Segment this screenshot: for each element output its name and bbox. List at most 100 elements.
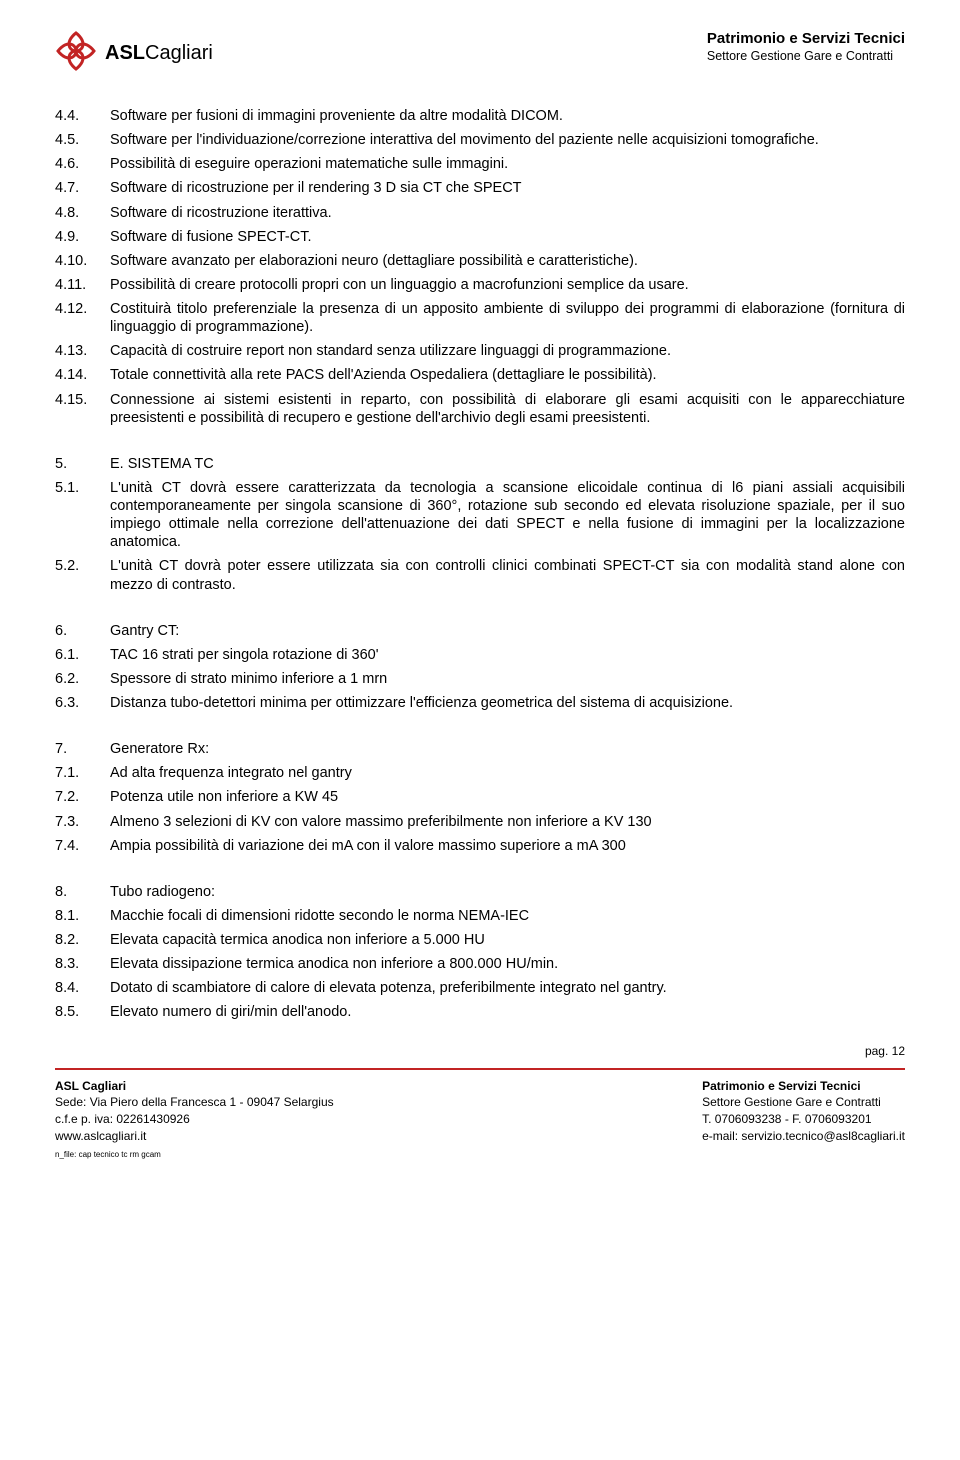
item-num: 4.11. — [55, 276, 110, 294]
item-num: 6.1. — [55, 646, 110, 664]
brand-text: ASLCagliari — [105, 42, 213, 65]
item-num: 8.4. — [55, 979, 110, 997]
list-item: 8.5.Elevato numero di giri/min dell'anod… — [55, 1003, 905, 1021]
item-num: 4.8. — [55, 204, 110, 222]
item-text: L'unità CT dovrà essere caratterizzata d… — [110, 479, 905, 552]
item-num: 8. — [55, 883, 110, 901]
list-item: 8.1.Macchie focali di dimensioni ridotte… — [55, 907, 905, 925]
list-item: 7.Generatore Rx: — [55, 740, 905, 758]
item-num: 4.5. — [55, 131, 110, 149]
item-text: Ad alta frequenza integrato nel gantry — [110, 764, 905, 782]
footer-right-r2: Settore Gestione Gare e Contratti — [702, 1094, 905, 1111]
item-text: Software per l'individuazione/correzione… — [110, 131, 905, 149]
item-text: Possibilità di eseguire operazioni matem… — [110, 155, 905, 173]
item-text: Potenza utile non inferiore a KW 45 — [110, 788, 905, 806]
item-num: 7.3. — [55, 813, 110, 831]
footer-left-l1: ASL Cagliari — [55, 1078, 334, 1095]
footer-left-l4: www.aslcagliari.it — [55, 1128, 334, 1145]
item-num: 4.15. — [55, 391, 110, 427]
item-text: Software di fusione SPECT-CT. — [110, 228, 905, 246]
item-text: Software avanzato per elaborazioni neuro… — [110, 252, 905, 270]
item-num: 4.7. — [55, 179, 110, 197]
item-text: Capacità di costruire report non standar… — [110, 342, 905, 360]
footer-right-r3: T. 0706093238 - F. 0706093201 — [702, 1111, 905, 1128]
list-item: 8.4.Dotato di scambiatore di calore di e… — [55, 979, 905, 997]
list-item: 6.1.TAC 16 strati per singola rotazione … — [55, 646, 905, 664]
content: 4.4.Software per fusioni di immagini pro… — [55, 107, 905, 1022]
item-text: Possibilità di creare protocolli propri … — [110, 276, 905, 294]
item-text: L'unità CT dovrà poter essere utilizzata… — [110, 557, 905, 593]
footer-left-l3: c.f.e p. iva: 02261430926 — [55, 1111, 334, 1128]
item-num: 4.13. — [55, 342, 110, 360]
list-item: 5.E. SISTEMA TC — [55, 455, 905, 473]
item-text: Connessione ai sistemi esistenti in repa… — [110, 391, 905, 427]
header-right-line1: Patrimonio e Servizi Tecnici — [707, 30, 905, 47]
item-text: Dotato di scambiatore di calore di eleva… — [110, 979, 905, 997]
item-text: Distanza tubo-detettori minima per ottim… — [110, 694, 905, 712]
item-num: 8.5. — [55, 1003, 110, 1021]
item-num: 5. — [55, 455, 110, 473]
item-text: Costituirà titolo preferenziale la prese… — [110, 300, 905, 336]
list-item: 4.7.Software di ricostruzione per il ren… — [55, 179, 905, 197]
list-item: 8.3.Elevata dissipazione termica anodica… — [55, 955, 905, 973]
item-num: 6.2. — [55, 670, 110, 688]
item-num: 4.6. — [55, 155, 110, 173]
cross-icon — [55, 30, 97, 77]
item-num: 4.9. — [55, 228, 110, 246]
item-num: 5.2. — [55, 557, 110, 593]
list-item: 6.Gantry CT: — [55, 622, 905, 640]
item-text: E. SISTEMA TC — [110, 455, 905, 473]
list-item: 4.4.Software per fusioni di immagini pro… — [55, 107, 905, 125]
page-footer: ASL Cagliari Sede: Via Piero della Franc… — [55, 1078, 905, 1160]
item-num: 7.4. — [55, 837, 110, 855]
list-item: 4.13.Capacità di costruire report non st… — [55, 342, 905, 360]
item-num: 4.12. — [55, 300, 110, 336]
logo-block: ASLCagliari — [55, 30, 213, 77]
item-text: Tubo radiogeno: — [110, 883, 905, 901]
list-item: 4.9.Software di fusione SPECT-CT. — [55, 228, 905, 246]
item-text: Elevata capacità termica anodica non inf… — [110, 931, 905, 949]
item-text: Almeno 3 selezioni di KV con valore mass… — [110, 813, 905, 831]
item-num: 8.2. — [55, 931, 110, 949]
item-num: 6. — [55, 622, 110, 640]
list-item: 4.15.Connessione ai sistemi esistenti in… — [55, 391, 905, 427]
item-text: Generatore Rx: — [110, 740, 905, 758]
item-text: Ampia possibilità di variazione dei mA c… — [110, 837, 905, 855]
item-text: Macchie focali di dimensioni ridotte sec… — [110, 907, 905, 925]
list-item: 8.Tubo radiogeno: — [55, 883, 905, 901]
page-header: ASLCagliari Patrimonio e Servizi Tecnici… — [55, 30, 905, 77]
brand-bold: ASL — [105, 42, 145, 64]
item-text: Elevata dissipazione termica anodica non… — [110, 955, 905, 973]
list-item: 4.5.Software per l'individuazione/correz… — [55, 131, 905, 149]
list-item: 5.2.L'unità CT dovrà poter essere utiliz… — [55, 557, 905, 593]
list-item: 4.12.Costituirà titolo preferenziale la … — [55, 300, 905, 336]
footer-left: ASL Cagliari Sede: Via Piero della Franc… — [55, 1078, 334, 1160]
list-item: 4.14.Totale connettività alla rete PACS … — [55, 366, 905, 384]
item-num: 6.3. — [55, 694, 110, 712]
item-num: 7.2. — [55, 788, 110, 806]
item-text: Gantry CT: — [110, 622, 905, 640]
header-right-line2: Settore Gestione Gare e Contratti — [707, 49, 905, 63]
list-item: 6.2.Spessore di strato minimo inferiore … — [55, 670, 905, 688]
item-text: Totale connettività alla rete PACS dell'… — [110, 366, 905, 384]
item-text: Spessore di strato minimo inferiore a 1 … — [110, 670, 905, 688]
item-num: 5.1. — [55, 479, 110, 552]
item-text: Elevato numero di giri/min dell'anodo. — [110, 1003, 905, 1021]
footer-right: Patrimonio e Servizi Tecnici Settore Ges… — [702, 1078, 905, 1160]
item-text: Software di ricostruzione per il renderi… — [110, 179, 905, 197]
list-item: 4.11.Possibilità di creare protocolli pr… — [55, 276, 905, 294]
list-item: 7.1.Ad alta frequenza integrato nel gant… — [55, 764, 905, 782]
footer-left-l2: Sede: Via Piero della Francesca 1 - 0904… — [55, 1094, 334, 1111]
item-num: 4.4. — [55, 107, 110, 125]
page-number: pag. 12 — [55, 1044, 905, 1058]
item-num: 8.1. — [55, 907, 110, 925]
item-num: 4.14. — [55, 366, 110, 384]
list-item: 7.2.Potenza utile non inferiore a KW 45 — [55, 788, 905, 806]
header-right: Patrimonio e Servizi Tecnici Settore Ges… — [707, 30, 905, 63]
item-num: 7. — [55, 740, 110, 758]
list-item: 7.3.Almeno 3 selezioni di KV con valore … — [55, 813, 905, 831]
footer-right-r1: Patrimonio e Servizi Tecnici — [702, 1078, 905, 1095]
item-text: TAC 16 strati per singola rotazione di 3… — [110, 646, 905, 664]
list-item: 6.3.Distanza tubo-detettori minima per o… — [55, 694, 905, 712]
list-item: 4.10.Software avanzato per elaborazioni … — [55, 252, 905, 270]
